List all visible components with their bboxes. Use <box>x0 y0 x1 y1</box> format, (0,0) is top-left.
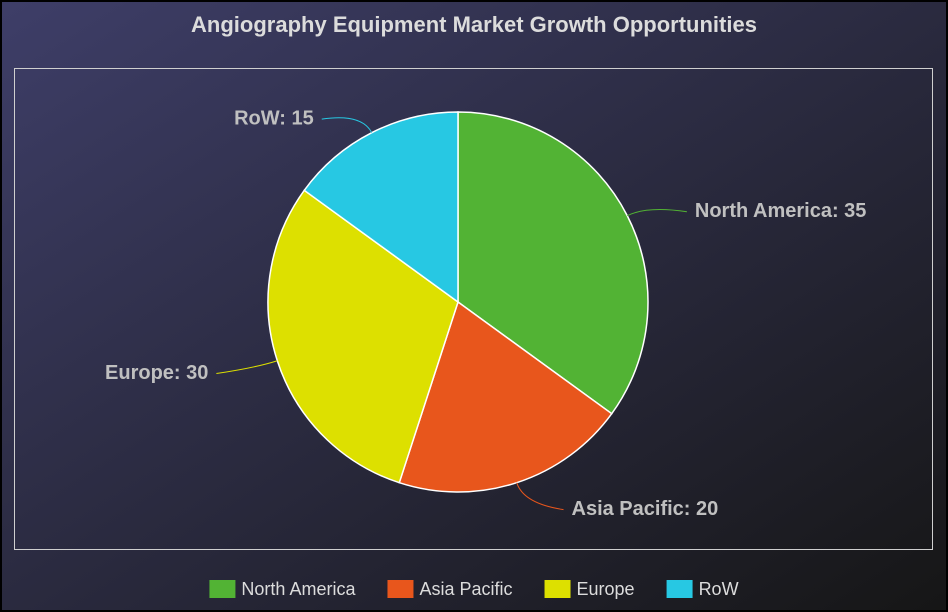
data-label: North America: 35 <box>695 200 867 222</box>
pie-slice <box>398 300 613 493</box>
leader-line <box>321 117 373 133</box>
legend-label: North America <box>241 579 356 599</box>
leader-line <box>516 482 564 511</box>
pie-slice <box>267 189 459 484</box>
legend-swatch <box>666 580 693 598</box>
pie-slice <box>303 111 459 304</box>
data-label: RoW: 15 <box>234 107 314 129</box>
legend-swatch <box>544 580 571 598</box>
leader-line <box>627 209 687 217</box>
legend-label: Europe <box>577 579 635 599</box>
legend-label: Asia Pacific <box>419 579 512 599</box>
legend-swatch <box>209 580 236 598</box>
leader-line <box>216 360 278 375</box>
chart-title: Angiography Equipment Market Growth Oppo… <box>191 12 757 37</box>
legend-label: RoW <box>699 579 739 599</box>
plot-border <box>14 68 933 550</box>
data-label: Asia Pacific: 20 <box>572 498 719 520</box>
legend-swatch <box>387 580 414 598</box>
data-label: Europe: 30 <box>105 362 208 384</box>
pie-slice <box>457 111 649 415</box>
